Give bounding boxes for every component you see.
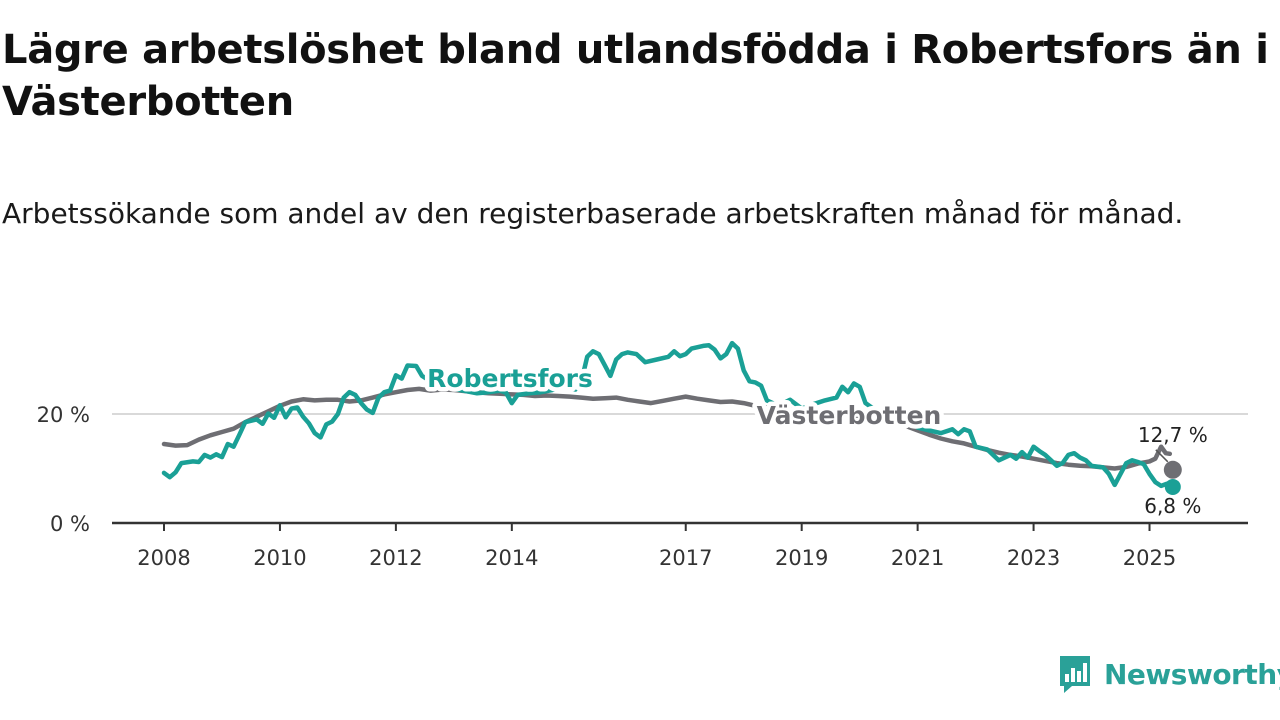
- x-tick-label: 2017: [659, 546, 712, 570]
- end-label-robertsfors: 6,8 %: [1144, 494, 1201, 518]
- series-label-robertsfors-halo: Robertsfors: [427, 364, 593, 393]
- x-tick-label: 2023: [1007, 546, 1060, 570]
- x-tick-label: 2014: [485, 546, 538, 570]
- end-label-vasterbotten: 12,7 %: [1138, 423, 1208, 447]
- series-line-robertsfors: [161, 340, 1173, 489]
- grid: 0 % 20 %: [37, 403, 1248, 536]
- x-tick-label: 2019: [775, 546, 828, 570]
- brand-name: Newsworthy: [1104, 657, 1280, 691]
- end-point-vasterbotten: [1163, 460, 1182, 479]
- x-tick-label: 2012: [369, 546, 422, 570]
- x-axis: 2008 2010 2012 2014 2017 2019 2021 2023 2025: [112, 521, 1248, 570]
- chart-subtitle: Arbetssökande som andel av den registerb…: [2, 197, 1184, 230]
- series-lines: [161, 340, 1173, 489]
- newsworthy-brand: Newsworthy: [1058, 652, 1280, 696]
- chart-title: Lägre arbetslöshet bland utlandsfödda i …: [2, 27, 1269, 125]
- x-tick-label: 2021: [891, 546, 944, 570]
- x-tick-label: 2025: [1123, 546, 1176, 570]
- end-point-robertsfors: [1164, 478, 1181, 495]
- series-labels: 12,7 %6,8 %RobertsforsRobertsforsVästerb…: [423, 360, 1208, 518]
- end-label-leader: [1155, 449, 1169, 463]
- newsworthy-logo-icon: [1060, 656, 1090, 693]
- y-tick-label: 0 %: [50, 512, 90, 536]
- x-tick-label: 2008: [137, 546, 190, 570]
- series-label-vasterbotten-halo: Västerbotten: [757, 401, 942, 430]
- x-tick-label: 2010: [253, 546, 306, 570]
- series-label-robertsfors: Robertsfors: [427, 364, 593, 393]
- series-label-vasterbotten: Västerbotten: [757, 401, 942, 430]
- y-tick-label: 20 %: [37, 403, 90, 427]
